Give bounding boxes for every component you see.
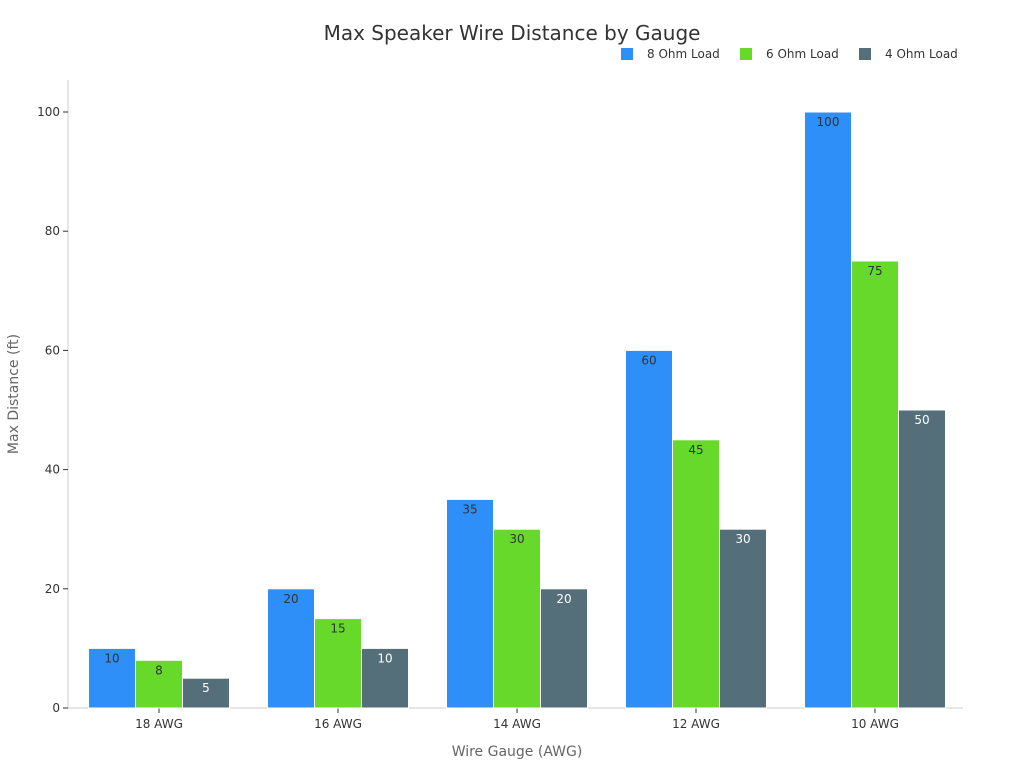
y-tick-label: 60 — [45, 343, 60, 357]
y-axis-ticks: 0 20 40 60 80 100 — [37, 105, 68, 715]
bar — [625, 349, 673, 709]
bar-data-label: 10 — [377, 651, 392, 665]
y-tick-label: 100 — [37, 105, 60, 119]
bar-data-label: 60 — [641, 353, 656, 367]
x-tick-label: 18 AWG — [135, 717, 183, 731]
bar-data-label: 8 — [155, 663, 163, 677]
bar-data-label: 20 — [283, 592, 298, 606]
y-tick-label: 80 — [45, 224, 60, 238]
bar-data-labels: 10 20 35 60 100 8 15 30 45 75 5 10 20 30 50 — [104, 115, 929, 695]
bars — [88, 111, 946, 709]
x-tick-label: 16 AWG — [314, 717, 362, 731]
y-tick-label: 20 — [45, 582, 60, 596]
bar-data-label: 30 — [509, 532, 524, 546]
bar-data-label: 10 — [104, 651, 119, 665]
x-axis-label: Wire Gauge (AWG) — [452, 744, 583, 760]
bar-data-label: 15 — [330, 622, 345, 636]
y-axis-label: Max Distance (ft) — [6, 334, 22, 454]
bar — [361, 647, 409, 709]
bar — [540, 588, 588, 709]
bar — [851, 260, 899, 709]
legend-swatch — [859, 48, 871, 60]
legend: 8 Ohm Load 6 Ohm Load 4 Ohm Load — [621, 47, 958, 61]
y-tick-label: 40 — [45, 463, 60, 477]
bar-data-label: 20 — [556, 592, 571, 606]
legend-item: 6 Ohm Load — [740, 47, 839, 61]
legend-swatch — [621, 48, 633, 60]
legend-item: 8 Ohm Load — [621, 47, 720, 61]
legend-label: 4 Ohm Load — [885, 47, 958, 61]
bar — [898, 409, 946, 709]
bar-data-label: 100 — [817, 115, 840, 129]
legend-swatch — [740, 48, 752, 60]
bar — [804, 111, 852, 709]
x-tick-label: 12 AWG — [672, 717, 720, 731]
bar — [493, 528, 541, 709]
x-tick-label: 10 AWG — [851, 717, 899, 731]
bar-data-label: 75 — [867, 264, 882, 278]
bar — [314, 618, 362, 709]
bar-data-label: 30 — [735, 532, 750, 546]
x-axis-ticks: 18 AWG 16 AWG 14 AWG 12 AWG 10 AWG — [135, 708, 899, 731]
legend-label: 6 Ohm Load — [766, 47, 839, 61]
y-tick-label: 0 — [52, 701, 60, 715]
legend-label: 8 Ohm Load — [647, 47, 720, 61]
x-tick-label: 14 AWG — [493, 717, 541, 731]
bar — [135, 659, 183, 709]
bar — [719, 528, 767, 709]
legend-item: 4 Ohm Load — [859, 47, 958, 61]
chart-title: Max Speaker Wire Distance by Gauge — [324, 21, 701, 45]
bar-data-label: 45 — [688, 443, 703, 457]
bar — [267, 588, 315, 709]
bar-data-label: 50 — [914, 413, 929, 427]
plot-area: 0 20 40 60 80 100 18 AWG 16 AWG 14 AWG 12 AWG 10 … — [37, 80, 963, 731]
bar — [672, 439, 720, 709]
bar-data-label: 35 — [462, 502, 477, 516]
bar — [182, 677, 230, 709]
bar-data-label: 5 — [202, 681, 210, 695]
bar — [446, 498, 494, 709]
